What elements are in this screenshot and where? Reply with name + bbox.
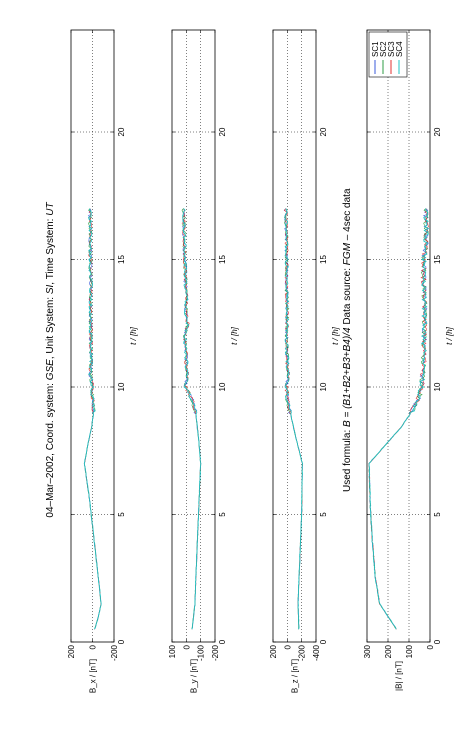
source-suffix: – 4sec data (342, 188, 353, 243)
y-tick-label: -200 (110, 644, 119, 661)
x-tick-label: 5 (117, 512, 126, 517)
formula-prefix: Used formula: (342, 427, 353, 492)
x-tick-label: 5 (319, 512, 328, 517)
y-tick-label: -200 (298, 644, 307, 661)
series-sc4-line (83, 208, 102, 630)
x-tick-label: 5 (218, 512, 227, 517)
x-tick-label: 10 (433, 382, 442, 391)
x-tick-label: 15 (218, 255, 227, 264)
x-tick-label: 20 (319, 127, 328, 136)
series-sc1-line (368, 208, 429, 630)
plot-frame (171, 29, 216, 643)
figure-title: 04–Mar–2002, Coord. system: GSE, Unit Sy… (45, 202, 56, 518)
y-tick-label: 0 (182, 644, 191, 649)
legend-label-sc4: SC4 (395, 41, 404, 57)
x-tick-label: 20 (218, 127, 227, 136)
x-tick-label: 0 (218, 639, 227, 644)
x-tick-label: 0 (433, 639, 442, 644)
title-coord-prefix: , Coord. system: (45, 380, 56, 456)
title-time: UT (45, 202, 56, 216)
source-name: FGM (342, 242, 353, 265)
plot-frame (366, 29, 431, 643)
plot-frame (272, 29, 317, 643)
x-tick-label: 10 (319, 382, 328, 391)
formula-caption: Used formula: B = (B1+B2+B3+B4)/4 Data s… (342, 188, 353, 492)
y-axis-label: |B| / [nT] (395, 661, 404, 691)
panel-3: 0 5 10 15 20 -400 -200 0 200 t / [h] B_z / [nT] (269, 29, 340, 693)
series-sc3-line (368, 208, 429, 630)
y-tick-label: 0 (426, 644, 435, 649)
legend-label-sc3: SC3 (387, 41, 396, 57)
x-tick-label: 0 (319, 639, 328, 644)
x-axis-label: t / [h] (445, 326, 454, 345)
series-sc4-line (368, 208, 430, 630)
title-time-prefix: , Time System: (45, 216, 56, 285)
x-tick-label: 5 (433, 512, 442, 517)
x-tick-label: 15 (117, 255, 126, 264)
y-tick-label: 100 (168, 644, 177, 658)
legend-box (368, 31, 408, 78)
title-date: 04–Mar–2002 (45, 455, 56, 517)
series-sc4-line (284, 208, 304, 630)
x-tick-label: 20 (117, 127, 126, 136)
x-axis-label: t / [h] (331, 326, 340, 345)
y-axis-label: B_x / [nT] (89, 659, 98, 693)
legend: SC1 SC2 SC3 SC4 (368, 31, 408, 78)
panel-2: 0 5 10 15 20 -200 -100 0 100 t / [h] B_y / [nT] (168, 29, 239, 693)
y-tick-label: 200 (269, 644, 278, 658)
title-coord: GSE (45, 359, 56, 380)
y-tick-label: 0 (89, 644, 98, 649)
y-tick-label: 0 (283, 644, 292, 649)
series-sc2-line (368, 208, 429, 630)
source-prefix: Data source: (342, 265, 353, 327)
x-tick-label: 10 (117, 382, 126, 391)
y-axis-label: B_z / [nT] (291, 659, 300, 693)
title-unit-prefix: , Unit System: (45, 294, 56, 359)
y-tick-label: -200 (211, 644, 220, 661)
y-axis-label: B_y / [nT] (190, 659, 199, 693)
x-tick-label: 15 (433, 255, 442, 264)
legend-label-sc2: SC2 (379, 41, 388, 57)
x-axis-label: t / [h] (129, 326, 138, 345)
y-tick-label: -400 (312, 644, 321, 661)
y-tick-label: 100 (405, 644, 414, 658)
y-tick-label: 300 (363, 644, 372, 658)
x-tick-label: 15 (319, 255, 328, 264)
x-tick-label: 20 (433, 127, 442, 136)
x-tick-label: 10 (218, 382, 227, 391)
x-tick-label: 0 (117, 639, 126, 644)
title-unit: SI (45, 284, 56, 294)
series-sc4-line (182, 208, 202, 630)
y-tick-label: -100 (197, 644, 206, 661)
y-tick-label: 200 (67, 644, 76, 658)
formula-text: B = (B1+B2+B3+B4)/4 (342, 327, 353, 427)
legend-label-sc1: SC1 (371, 41, 380, 57)
x-axis-label: t / [h] (230, 326, 239, 345)
y-tick-label: 200 (384, 644, 393, 658)
